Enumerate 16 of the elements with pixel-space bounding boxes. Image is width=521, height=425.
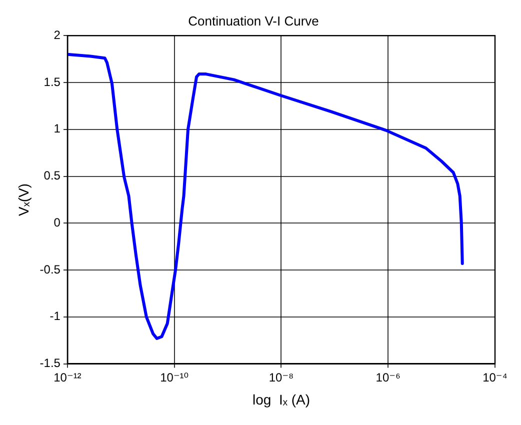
x-tick-label: 10⁻¹⁰ (160, 370, 189, 384)
y-tick-label: -1.5 (40, 356, 61, 370)
y-tick-label: -0.5 (40, 262, 61, 276)
x-tick-label: 10⁻⁴ (482, 370, 508, 384)
x-tick-label: 10⁻⁸ (268, 370, 294, 384)
y-tick-label: -1 (50, 309, 61, 324)
chart-title: Continuation V-I Curve (188, 13, 319, 28)
x-axis-title: log Iₓ (A) (252, 391, 310, 408)
y-tick-label: 2 (54, 28, 61, 42)
y-tick-label: 1.5 (44, 74, 61, 89)
y-tick-label: 0.5 (44, 168, 61, 183)
y-tick-label: 1 (54, 122, 61, 136)
x-tick-label: 10⁻¹² (54, 370, 82, 384)
y-tick-label: 0 (54, 215, 61, 230)
x-tick-label: 10⁻⁶ (376, 370, 400, 384)
y-axis-title: Vₓ(V) (15, 183, 32, 216)
